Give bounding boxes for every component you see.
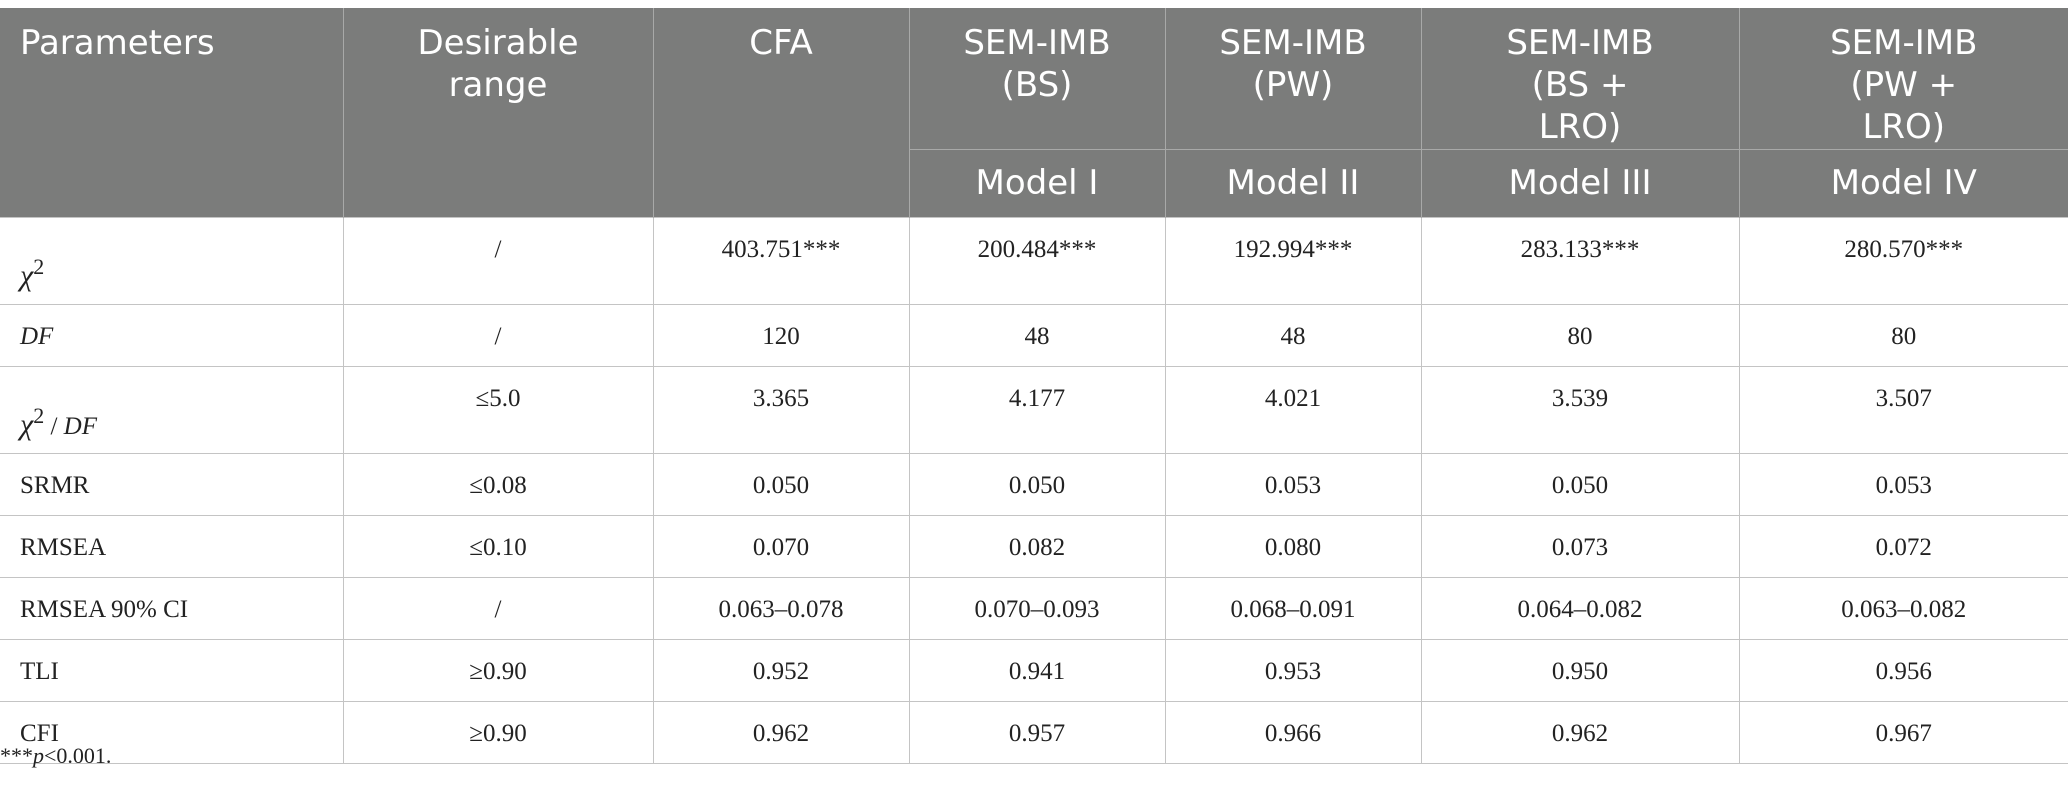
value-cell: 0.068–0.091: [1164, 577, 1422, 640]
value-cell: 280.570***: [1738, 217, 2068, 305]
value-cell: 80: [1738, 304, 2068, 367]
table-row: DF / 120 48 48 80 80: [0, 304, 2068, 367]
value-cell: 0.050: [908, 453, 1166, 516]
value-cell: 403.751***: [652, 217, 910, 305]
value-cell: 0.064–0.082: [1420, 577, 1740, 640]
value-cell: 0.962: [1420, 701, 1740, 764]
param-cell: χ2: [0, 217, 344, 305]
header-model-1-label: Model I: [908, 149, 1166, 218]
param-cell: CFI: [0, 701, 344, 764]
header-model-3-method-text: SEM-IMB (BS + LRO): [1506, 23, 1654, 147]
table-row: RMSEA ≤0.10 0.070 0.082 0.080 0.073 0.07…: [0, 515, 2068, 578]
footnote-stars: ***: [0, 743, 33, 768]
value-cell: 0.072: [1738, 515, 2068, 578]
param-cell: χ2 / DF: [0, 366, 344, 454]
range-cell: ≥0.90: [342, 639, 654, 702]
param-slash: /: [44, 413, 64, 440]
value-cell: 0.053: [1164, 453, 1422, 516]
range-cell: /: [342, 577, 654, 640]
header-model-1-method: SEM-IMB (BS): [908, 8, 1166, 150]
value-cell: 3.365: [652, 366, 910, 454]
header-model-3-label: Model III: [1420, 149, 1740, 218]
value-cell: 0.063–0.082: [1738, 577, 2068, 640]
value-cell: 200.484***: [908, 217, 1166, 305]
header-model-4-label: Model IV: [1738, 149, 2068, 218]
chi-symbol: χ2: [20, 254, 44, 292]
chi-symbol: χ2: [20, 403, 44, 441]
value-cell: 0.966: [1164, 701, 1422, 764]
param-df: DF: [63, 413, 97, 440]
range-cell: ≤0.10: [342, 515, 654, 578]
value-cell: 0.070: [652, 515, 910, 578]
header-model-2-method-text: SEM-IMB (PW): [1219, 23, 1367, 105]
table-row: SRMR ≤0.08 0.050 0.050 0.053 0.050 0.053: [0, 453, 2068, 516]
header-model-2-label: Model II: [1164, 149, 1422, 218]
range-cell: /: [342, 217, 654, 305]
value-cell: 0.080: [1164, 515, 1422, 578]
range-cell: ≤5.0: [342, 366, 654, 454]
value-cell: 0.950: [1420, 639, 1740, 702]
chi-letter: χ: [20, 259, 34, 292]
value-cell: 0.962: [652, 701, 910, 764]
value-cell: 0.967: [1738, 701, 2068, 764]
value-cell: 0.073: [1420, 515, 1740, 578]
param-cell: SRMR: [0, 453, 344, 516]
value-cell: 3.507: [1738, 366, 2068, 454]
range-cell: /: [342, 304, 654, 367]
header-parameters: Parameters: [0, 8, 344, 218]
value-cell: 0.952: [652, 639, 910, 702]
param-cell: DF: [0, 304, 344, 367]
value-cell: 4.021: [1164, 366, 1422, 454]
value-cell: 3.539: [1420, 366, 1740, 454]
fit-indices-table-container: Parameters Desirable range CFA SEM-IMB (…: [0, 8, 2068, 764]
value-cell: 0.050: [652, 453, 910, 516]
header-model-4-method-text: SEM-IMB (PW + LRO): [1830, 23, 1978, 147]
value-cell: 0.941: [908, 639, 1166, 702]
value-cell: 48: [1164, 304, 1422, 367]
value-cell: 0.953: [1164, 639, 1422, 702]
table-row: RMSEA 90% CI / 0.063–0.078 0.070–0.093 0…: [0, 577, 2068, 640]
value-cell: 0.050: [1420, 453, 1740, 516]
range-cell: ≥0.90: [342, 701, 654, 764]
value-cell: 192.994***: [1164, 217, 1422, 305]
footnote-p: p: [33, 743, 44, 768]
table-footnote: ***p<0.001.: [0, 743, 111, 769]
range-cell: ≤0.08: [342, 453, 654, 516]
table-row: χ2 / DF ≤5.0 3.365 4.177 4.021 3.539 3.5…: [0, 366, 2068, 454]
header-cfa: CFA: [652, 8, 910, 218]
fit-indices-table: Parameters Desirable range CFA SEM-IMB (…: [0, 8, 2068, 764]
table-row: χ2 / 403.751*** 200.484*** 192.994*** 28…: [0, 217, 2068, 305]
chi-letter: χ: [20, 408, 34, 441]
param-cell: TLI: [0, 639, 344, 702]
footnote-threshold: <0.001.: [44, 743, 112, 768]
chi-superscript: 2: [33, 403, 45, 428]
header-model-2-method: SEM-IMB (PW): [1164, 8, 1422, 150]
value-cell: 120: [652, 304, 910, 367]
header-desirable-range: Desirable range: [342, 8, 654, 218]
value-cell: 0.053: [1738, 453, 2068, 516]
value-cell: 48: [908, 304, 1166, 367]
table-row: TLI ≥0.90 0.952 0.941 0.953 0.950 0.956: [0, 639, 2068, 702]
param-cell: RMSEA 90% CI: [0, 577, 344, 640]
param-cell: RMSEA: [0, 515, 344, 578]
header-model-4-method: SEM-IMB (PW + LRO): [1738, 8, 2068, 150]
value-cell: 0.956: [1738, 639, 2068, 702]
header-desirable-range-text: Desirable range: [417, 23, 579, 105]
value-cell: 0.070–0.093: [908, 577, 1166, 640]
chi-superscript: 2: [33, 254, 45, 279]
value-cell: 80: [1420, 304, 1740, 367]
value-cell: 0.957: [908, 701, 1166, 764]
header-model-3-method: SEM-IMB (BS + LRO): [1420, 8, 1740, 150]
table-row: CFI ≥0.90 0.962 0.957 0.966 0.962 0.967: [0, 701, 2068, 764]
value-cell: 283.133***: [1420, 217, 1740, 305]
value-cell: 0.082: [908, 515, 1166, 578]
header-model-1-method-text: SEM-IMB (BS): [963, 23, 1111, 105]
value-cell: 0.063–0.078: [652, 577, 910, 640]
value-cell: 4.177: [908, 366, 1166, 454]
